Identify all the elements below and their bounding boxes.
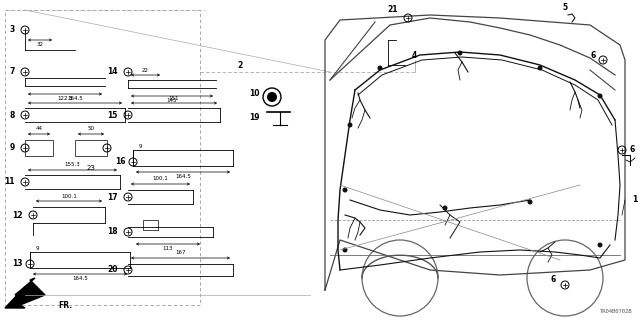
Text: 12: 12 [13, 211, 23, 220]
Text: 9: 9 [10, 143, 15, 153]
Text: 4: 4 [412, 51, 417, 60]
Text: 164.5: 164.5 [67, 95, 83, 100]
Text: 155.3: 155.3 [65, 163, 81, 167]
Text: 14: 14 [108, 68, 118, 76]
Text: 6: 6 [551, 276, 556, 284]
Circle shape [527, 199, 532, 204]
Circle shape [442, 205, 447, 211]
Text: 164.5: 164.5 [175, 174, 191, 180]
Bar [25, 140, 53, 156]
Text: 18: 18 [108, 228, 118, 236]
Text: FR.: FR. [58, 300, 72, 309]
Text: 113: 113 [163, 246, 173, 252]
Text: 20: 20 [108, 266, 118, 275]
Text: 9: 9 [35, 245, 39, 251]
Text: 167: 167 [175, 251, 186, 255]
Text: 10: 10 [250, 89, 260, 98]
Circle shape [598, 93, 602, 99]
Text: 23: 23 [86, 165, 95, 171]
Circle shape [267, 92, 277, 102]
Text: 32: 32 [36, 43, 44, 47]
Text: 6: 6 [591, 51, 596, 60]
Text: 1: 1 [632, 196, 637, 204]
Text: 21: 21 [387, 5, 398, 14]
Bar [143, 220, 158, 230]
Text: TR04B0702B: TR04B0702B [600, 309, 632, 314]
Text: 17: 17 [108, 193, 118, 202]
Text: 9: 9 [138, 143, 141, 148]
Circle shape [342, 188, 348, 193]
Text: 7: 7 [10, 68, 15, 76]
Text: 2: 2 [237, 60, 243, 69]
Text: 44: 44 [35, 126, 42, 132]
Polygon shape [5, 278, 45, 308]
Text: 11: 11 [4, 178, 15, 187]
Circle shape [378, 66, 383, 70]
Text: 15: 15 [108, 110, 118, 119]
Circle shape [538, 66, 543, 70]
Text: 145: 145 [167, 99, 177, 103]
Text: 164.5: 164.5 [72, 276, 88, 282]
Circle shape [598, 243, 602, 247]
Text: 19: 19 [250, 114, 260, 123]
Text: 100.1: 100.1 [61, 194, 77, 198]
Text: 16: 16 [115, 157, 126, 166]
Circle shape [348, 123, 353, 127]
Text: 122.5: 122.5 [57, 97, 73, 101]
Text: 100.1: 100.1 [152, 177, 168, 181]
Bar [5, 10, 200, 305]
Text: 22: 22 [142, 68, 149, 73]
Text: 6: 6 [630, 146, 636, 155]
Circle shape [458, 51, 463, 55]
Circle shape [342, 247, 348, 252]
Text: 151: 151 [169, 95, 179, 100]
Bar [75, 140, 107, 156]
Text: 13: 13 [13, 260, 23, 268]
Text: 5: 5 [563, 4, 568, 12]
Text: 50: 50 [88, 126, 95, 132]
Text: 8: 8 [10, 110, 15, 119]
Text: 3: 3 [10, 26, 15, 35]
